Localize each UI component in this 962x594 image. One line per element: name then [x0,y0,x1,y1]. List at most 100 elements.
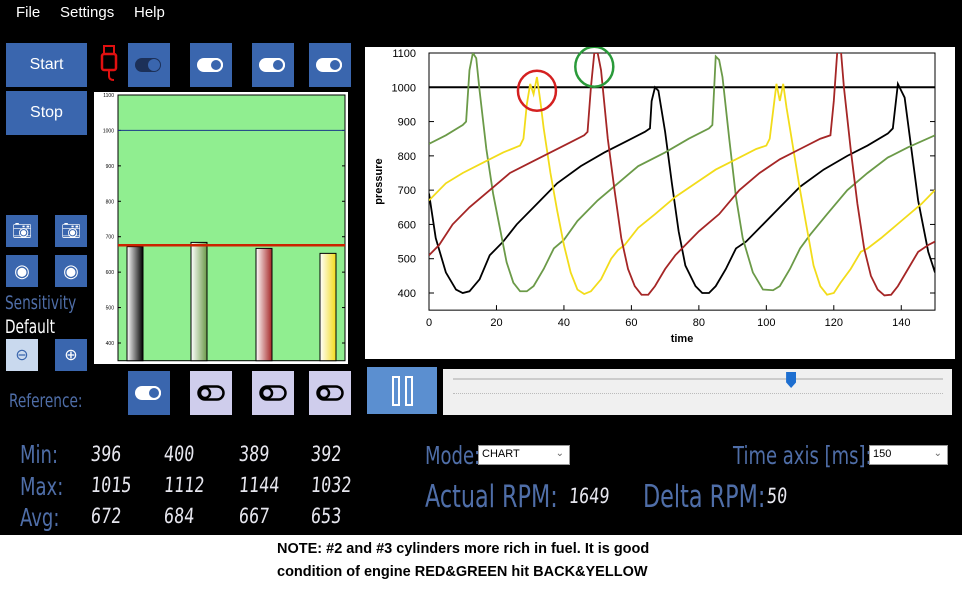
x-tick-label: 20 [490,317,502,329]
channel-toggle-3[interactable] [252,43,294,87]
reference-toggle-2[interactable] [190,371,232,415]
y-tick-label: 1100 [392,48,416,60]
reference-label: Reference: [9,390,83,412]
pause-icon [391,375,413,406]
menu-file[interactable]: File [16,4,41,21]
highlight-circle-1 [516,69,558,112]
pause-button[interactable] [367,367,437,414]
slider-track [453,378,943,380]
x-tick-label: 40 [558,317,570,329]
delta-rpm-value: 50 [765,484,789,508]
y-tick-label: 700 [106,235,115,241]
x-tick-label: 60 [625,317,637,329]
y-tick-label: 900 [106,164,115,170]
zoom-in-button[interactable]: ⊕ [55,339,87,371]
min-value-4: 392 [309,442,343,466]
avg-value-4: 653 [309,504,343,528]
actual-rpm-label: Actual RPM: [425,479,558,515]
y-tick-label: 800 [398,151,416,163]
bar-cylinder-3 [255,247,273,362]
series-line-2 [429,53,935,293]
y-tick-label: 600 [106,270,115,276]
y-tick-label: 600 [398,219,416,231]
menu-settings[interactable]: Settings [60,4,115,21]
sensitivity-value: Default [5,316,55,338]
zoom-out-icon: ⊖ [15,347,29,364]
y-tick-label: 900 [398,117,416,129]
time-slider[interactable] [443,369,952,415]
channel-toggle-2[interactable] [190,43,232,87]
avg-value-3: 667 [237,504,271,528]
plot-area [428,52,936,311]
menu-help[interactable]: Help [134,4,165,21]
max-value-1: 1015 [89,473,133,497]
pressure-line-chart: 400 500 600 700 800 900 1000 1100 0 20 40 60 80 100 12… [365,47,955,359]
x-tick-label: 120 [825,317,843,329]
channel-toggle-1[interactable] [128,43,170,87]
eye-icon: ◉ [14,260,30,281]
min-label: Min: [20,440,59,469]
slider-ticks [453,393,943,394]
stop-button[interactable]: Stop [6,91,87,135]
mode-label: Mode: [425,441,481,470]
reference-toggle-3[interactable] [252,371,294,415]
max-value-3: 1144 [237,473,281,497]
slider-thumb[interactable] [786,372,797,388]
min-value-2: 400 [162,442,196,466]
channel-toggle-4[interactable] [309,43,351,87]
start-button[interactable]: Start [6,43,87,87]
toggle-off-icon [259,385,287,401]
toggle-off-icon [135,58,161,72]
time-axis-value: 150 [873,448,892,460]
y-tick-label: 500 [398,254,416,266]
x-tick-label: 80 [693,317,705,329]
note-line-1: NOTE: #2 and #3 cylinders more rich in f… [277,541,650,557]
avg-value-1: 672 [89,504,123,528]
x-tick-label: 100 [757,317,775,329]
chevron-down-icon: ⌄ [933,448,942,459]
average-bar-chart: 400 500 600 700 800 900 1000 1100 [94,92,348,364]
plot-area [117,94,346,362]
highlight-circle-2 [574,47,615,88]
min-value-3: 389 [237,442,271,466]
mode-value: CHART [482,448,520,460]
time-axis-select[interactable]: 150 ⌄ [869,445,948,465]
view-button-1[interactable]: ◉ [6,255,38,287]
camera-icon: 📷︎ [60,223,82,240]
bar-cylinder-4 [319,252,337,362]
y-tick-label: 800 [106,199,115,205]
max-value-4: 1032 [309,473,353,497]
y-tick-label: 500 [106,306,115,312]
chevron-down-icon: ⌄ [555,448,564,459]
usb-disconnected-icon [100,45,118,81]
max-value-2: 1112 [162,473,206,497]
bar-cylinder-2 [190,241,208,362]
avg-label: Avg: [20,503,60,532]
x-tick-label: 140 [892,317,910,329]
reference-toggle-1[interactable] [128,371,170,415]
y-tick-label: 400 [398,288,416,300]
sensitivity-label: Sensitivity [5,292,77,314]
bar-cylinder-1 [126,246,144,362]
x-axis-label: time [671,333,694,345]
snapshot-button-1[interactable]: 📷︎ [6,215,38,247]
zoom-out-button[interactable]: ⊖ [6,339,38,371]
y-tick-label: 700 [398,185,416,197]
actual-rpm-value: 1649 [567,484,611,508]
view-button-2[interactable]: ◉ [55,255,87,287]
toggle-on-icon [135,386,161,400]
snapshot-button-2[interactable]: 📷︎ [55,215,87,247]
toggle-on-icon [259,58,285,72]
toggle-on-icon [197,58,223,72]
max-label: Max: [20,472,64,501]
y-axis-label: pressure [373,158,385,204]
mode-select[interactable]: CHART ⌄ [478,445,570,465]
y-tick-label: 400 [106,341,115,347]
reference-toggle-4[interactable] [309,371,351,415]
y-tick-label: 1000 [103,128,114,134]
series-line-4 [429,53,935,297]
delta-rpm-label: Delta RPM: [643,479,766,515]
camera-icon: 📷︎ [11,223,33,240]
y-tick-label: 1100 [103,93,114,99]
toggle-off-icon [197,385,225,401]
